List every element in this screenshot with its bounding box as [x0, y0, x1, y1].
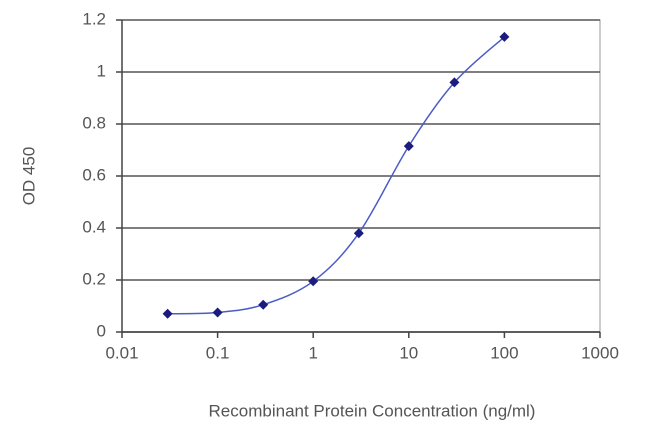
x-tick-label: 1 [308, 343, 317, 362]
y-axis-label: OD 450 [19, 147, 38, 206]
x-tick-label: 0.1 [206, 343, 230, 362]
data-point [353, 228, 364, 239]
data-point [212, 307, 223, 318]
data-point [162, 308, 173, 319]
data-point [258, 299, 269, 310]
data-point [499, 31, 510, 42]
y-tick-label: 1 [97, 61, 106, 80]
x-tick-label: 100 [490, 343, 518, 362]
y-tick-label: 0.6 [82, 165, 106, 184]
data-point [403, 141, 414, 152]
data-point [308, 276, 319, 287]
y-tick-label: 0.4 [82, 217, 106, 236]
x-tick-label: 0.01 [105, 343, 138, 362]
y-tick-label: 0.8 [82, 113, 106, 132]
data-point [449, 77, 460, 88]
curve [167, 36, 505, 315]
y-tick-label: 0.2 [82, 269, 106, 288]
x-tick-label: 1000 [581, 343, 619, 362]
y-tick-label: 0 [97, 321, 106, 340]
y-tick-label: 1.2 [82, 9, 106, 28]
x-tick-label: 10 [399, 343, 418, 362]
x-axis-label: Recombinant Protein Concentration (ng/ml… [209, 401, 536, 420]
